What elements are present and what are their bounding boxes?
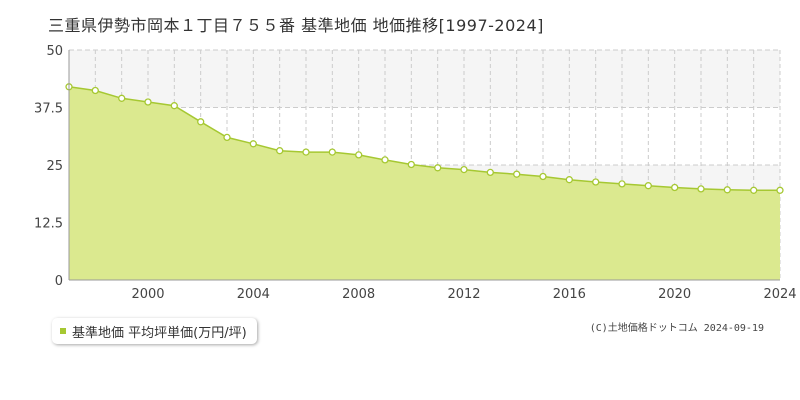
data-point bbox=[723, 186, 731, 194]
series-line bbox=[68, 86, 780, 192]
x-tick-label: 2016 bbox=[553, 287, 586, 302]
chart-title: 三重県伊勢市岡本１丁目７５５番 基準地価 地価推移[1997-2024] bbox=[48, 16, 544, 35]
data-point bbox=[513, 170, 521, 178]
y-tick-label: 12.5 bbox=[34, 217, 63, 232]
data-point bbox=[328, 148, 336, 156]
data-point bbox=[91, 86, 99, 95]
data-point bbox=[486, 168, 494, 177]
data-point bbox=[565, 176, 573, 184]
series-area bbox=[69, 86, 780, 280]
background-band bbox=[69, 50, 780, 108]
data-point bbox=[618, 180, 626, 188]
data-point bbox=[249, 140, 257, 148]
data-point bbox=[276, 147, 284, 155]
data-point bbox=[644, 182, 652, 190]
x-tick-label: 2004 bbox=[237, 287, 270, 302]
copyright-text: (C)土地価格ドットコム 2024-09-19 bbox=[589, 323, 764, 334]
data-point bbox=[118, 94, 126, 102]
data-point bbox=[434, 164, 442, 172]
data-point bbox=[170, 102, 178, 110]
y-tick-label: 50 bbox=[46, 44, 63, 59]
x-tick-label: 2024 bbox=[763, 287, 796, 302]
data-point bbox=[355, 151, 363, 159]
area-layer bbox=[68, 86, 780, 280]
y-tick-label: 0 bbox=[55, 274, 63, 289]
data-point bbox=[302, 148, 310, 156]
y-tick-label: 25 bbox=[46, 159, 63, 174]
data-point bbox=[144, 98, 152, 106]
data-point bbox=[697, 185, 705, 193]
data-point bbox=[407, 160, 415, 169]
legend: 基準地価 平均坪単価(万円/坪) bbox=[52, 318, 257, 344]
marker-layer bbox=[65, 83, 784, 194]
data-point bbox=[223, 133, 231, 142]
data-point bbox=[460, 165, 468, 174]
x-tick-label: 2000 bbox=[131, 287, 164, 302]
legend-swatch bbox=[60, 328, 66, 334]
axis-layer: 0 12.5 25 37.5 50 2000 2004 2008 2012 2016 2020 202… bbox=[34, 44, 797, 302]
x-tick-label: 2008 bbox=[342, 287, 375, 302]
data-point bbox=[197, 118, 205, 126]
x-tick-label: 2020 bbox=[658, 287, 691, 302]
y-tick-label: 37.5 bbox=[34, 102, 63, 117]
data-point bbox=[592, 178, 600, 186]
data-point bbox=[381, 156, 389, 164]
legend-label: 基準地価 平均坪単価(万円/坪) bbox=[72, 325, 247, 341]
data-point bbox=[750, 186, 758, 194]
data-point bbox=[671, 183, 679, 192]
data-point bbox=[539, 172, 547, 181]
x-tick-label: 2012 bbox=[447, 287, 480, 302]
data-point bbox=[776, 186, 784, 194]
